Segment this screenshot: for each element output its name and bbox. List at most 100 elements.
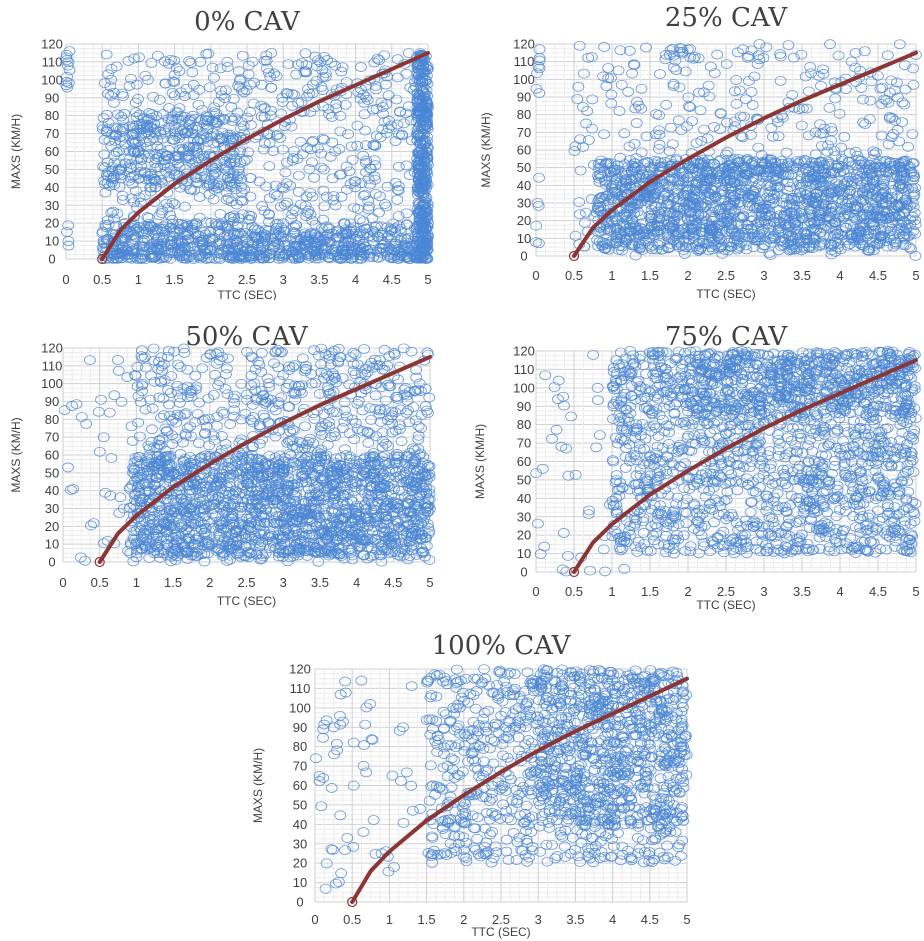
data-point [792,237,805,247]
data-point [282,59,295,70]
data-point [263,253,276,264]
data-point [695,136,708,146]
data-point [604,222,616,233]
data-point [235,174,248,185]
data-point [867,146,880,157]
data-point [569,230,582,241]
data-point [142,212,155,223]
data-point [598,204,610,215]
data-point [849,62,862,73]
data-point [894,181,907,192]
data-point [895,198,908,209]
data-point [599,243,612,253]
data-point [882,194,895,204]
data-point [884,87,896,98]
data-point [306,157,318,168]
data-point [113,181,126,192]
data-point [628,138,641,149]
data-point [593,194,606,205]
data-point [209,163,222,174]
data-point [392,211,405,221]
data-point [136,253,149,264]
data-point [238,128,251,139]
data-point [633,243,646,254]
data-point [684,44,696,54]
data-point [348,202,361,213]
data-point [387,218,400,229]
data-point [102,123,114,134]
data-point [160,252,173,263]
data-point [174,182,187,193]
data-point [640,131,653,142]
data-point [840,235,853,246]
data-point [302,251,315,261]
data-point [186,67,199,78]
data-point [900,203,913,214]
data-point [339,99,352,110]
data-point [829,237,842,247]
data-point [166,134,179,145]
data-point [867,219,880,230]
data-point [285,505,298,516]
data-point [869,198,882,209]
data-point [62,77,75,88]
data-point [378,50,391,61]
data-point [199,527,211,538]
data-point [63,65,76,75]
data-point [673,115,685,126]
data-point [905,168,918,178]
data-point [874,224,887,235]
data-point [834,207,846,217]
data-point [183,56,196,66]
data-point [705,242,718,252]
data-point [162,145,175,155]
data-point [761,192,773,203]
data-point [374,191,386,202]
data-point [793,207,806,218]
data-point [211,130,223,141]
data-point [209,218,222,229]
data-point [653,240,665,251]
data-point [796,212,809,223]
data-point [416,124,429,134]
data-point [375,221,388,232]
data-point [417,86,429,97]
data-point [100,170,113,180]
data-point [103,135,116,146]
data-point [724,182,737,193]
data-point [300,60,313,70]
data-point [357,190,370,201]
data-point [100,49,113,60]
data-point [376,102,389,112]
data-point [366,213,379,224]
data-point [344,218,357,229]
data-point [300,191,313,202]
data-point [133,52,145,63]
data-point [412,70,425,81]
data-point [212,97,225,107]
data-point [832,50,845,61]
data-point [143,149,156,160]
data-point [794,156,807,166]
data-point [418,155,431,166]
data-point [133,240,146,251]
data-point [736,132,749,143]
data-point [359,125,372,136]
data-point [207,164,220,175]
data-point [256,253,269,264]
data-point [729,86,741,97]
data-point [192,230,205,240]
data-point [137,149,150,160]
data-point [233,75,246,86]
data-point [758,227,771,238]
data-point [809,178,822,189]
data-point [268,68,281,79]
data-point [791,230,803,241]
data-point [263,210,275,220]
data-point [167,242,180,253]
data-point [730,98,743,109]
data-point [130,107,142,118]
data-point [240,85,253,96]
data-point [415,156,428,167]
